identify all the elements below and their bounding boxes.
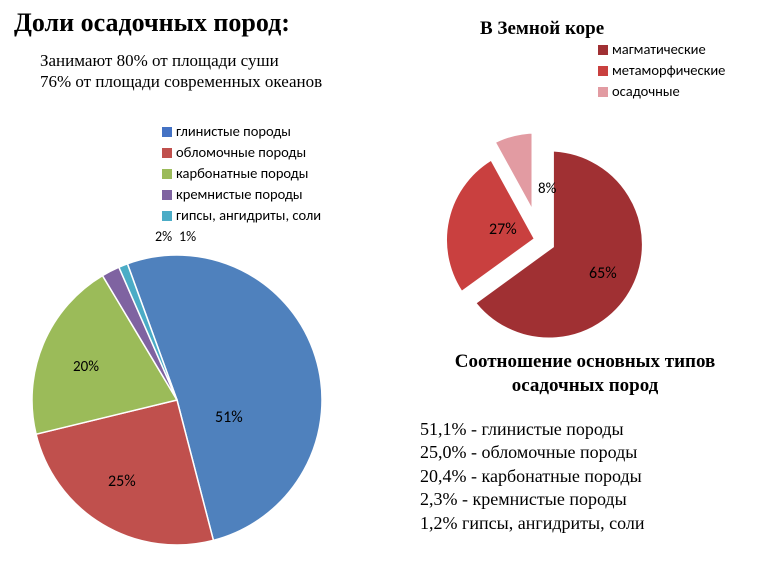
legend-swatch xyxy=(162,127,172,137)
legend-label: карбонатные породы xyxy=(176,164,308,184)
legend-sediment: глинистые породы обломочные породы карбо… xyxy=(162,122,321,227)
right-header: В Земной коре xyxy=(480,18,604,40)
legend-label: глинистые породы xyxy=(176,122,291,142)
legend-swatch xyxy=(598,45,608,55)
pie-label-8: 8% xyxy=(538,180,556,198)
legend-item: карбонатные породы xyxy=(162,164,321,184)
legend-item: гипсы, ангидриты, соли xyxy=(162,206,321,226)
pie-label-1: 1% xyxy=(179,228,196,245)
pie-label-51: 51% xyxy=(215,408,243,427)
legend-item: осадочные xyxy=(598,82,725,102)
list-item: 51,1% - глинистые породы xyxy=(420,418,644,441)
legend-item: метаморфические xyxy=(598,61,725,81)
legend-item: глинистые породы xyxy=(162,122,321,142)
pie-svg xyxy=(22,245,332,555)
pie-chart-crust xyxy=(430,130,660,350)
legend-item: обломочные породы xyxy=(162,143,321,163)
list-item: 1,2% гипсы, ангидриты, соли xyxy=(420,512,644,535)
page-title: Доли осадочных пород: xyxy=(14,8,290,38)
pie-label-25: 25% xyxy=(108,472,136,491)
pie-label-20: 20% xyxy=(73,358,99,376)
list-item: 25,0% - обломочные породы xyxy=(420,441,644,464)
legend-swatch xyxy=(162,169,172,179)
legend-label: обломочные породы xyxy=(176,143,306,163)
legend-swatch xyxy=(598,66,608,76)
pie-chart-sediment xyxy=(22,245,332,555)
subtitle-2-line-2: осадочных пород xyxy=(420,374,750,398)
subtitle-line-2: 76% от площади современных океанов xyxy=(40,71,322,92)
legend-item: кремнистые породы xyxy=(162,185,321,205)
legend-crust: магматические метаморфические осадочные xyxy=(598,40,725,103)
subtitle-block: Занимают 80% от площади суши 76% от площ… xyxy=(40,50,322,93)
list-item: 2,3% - кремнистые породы xyxy=(420,488,644,511)
legend-label: кремнистые породы xyxy=(176,185,303,205)
legend-label: магматические xyxy=(612,40,706,60)
list-item: 20,4% - карбонатные породы xyxy=(420,465,644,488)
legend-item: магматические xyxy=(598,40,725,60)
subtitle-line-1: Занимают 80% от площади суши xyxy=(40,50,322,71)
subtitle-2-line-1: Соотношение основных типов xyxy=(420,350,750,374)
composition-list: 51,1% - глинистые породы 25,0% - обломоч… xyxy=(420,418,644,535)
legend-label: осадочные xyxy=(612,82,680,102)
legend-swatch xyxy=(162,190,172,200)
legend-label: метаморфические xyxy=(612,61,725,81)
legend-swatch xyxy=(162,148,172,158)
pie-label-27: 27% xyxy=(489,220,517,239)
page: Доли осадочных пород: Занимают 80% от пл… xyxy=(0,0,768,576)
legend-swatch xyxy=(162,211,172,221)
pie-svg xyxy=(430,130,660,350)
legend-swatch xyxy=(598,87,608,97)
legend-label: гипсы, ангидриты, соли xyxy=(176,206,321,226)
subtitle-2: Соотношение основных типов осадочных пор… xyxy=(420,350,750,398)
pie-label-2: 2% xyxy=(155,228,172,245)
pie-label-65: 65% xyxy=(589,264,617,283)
